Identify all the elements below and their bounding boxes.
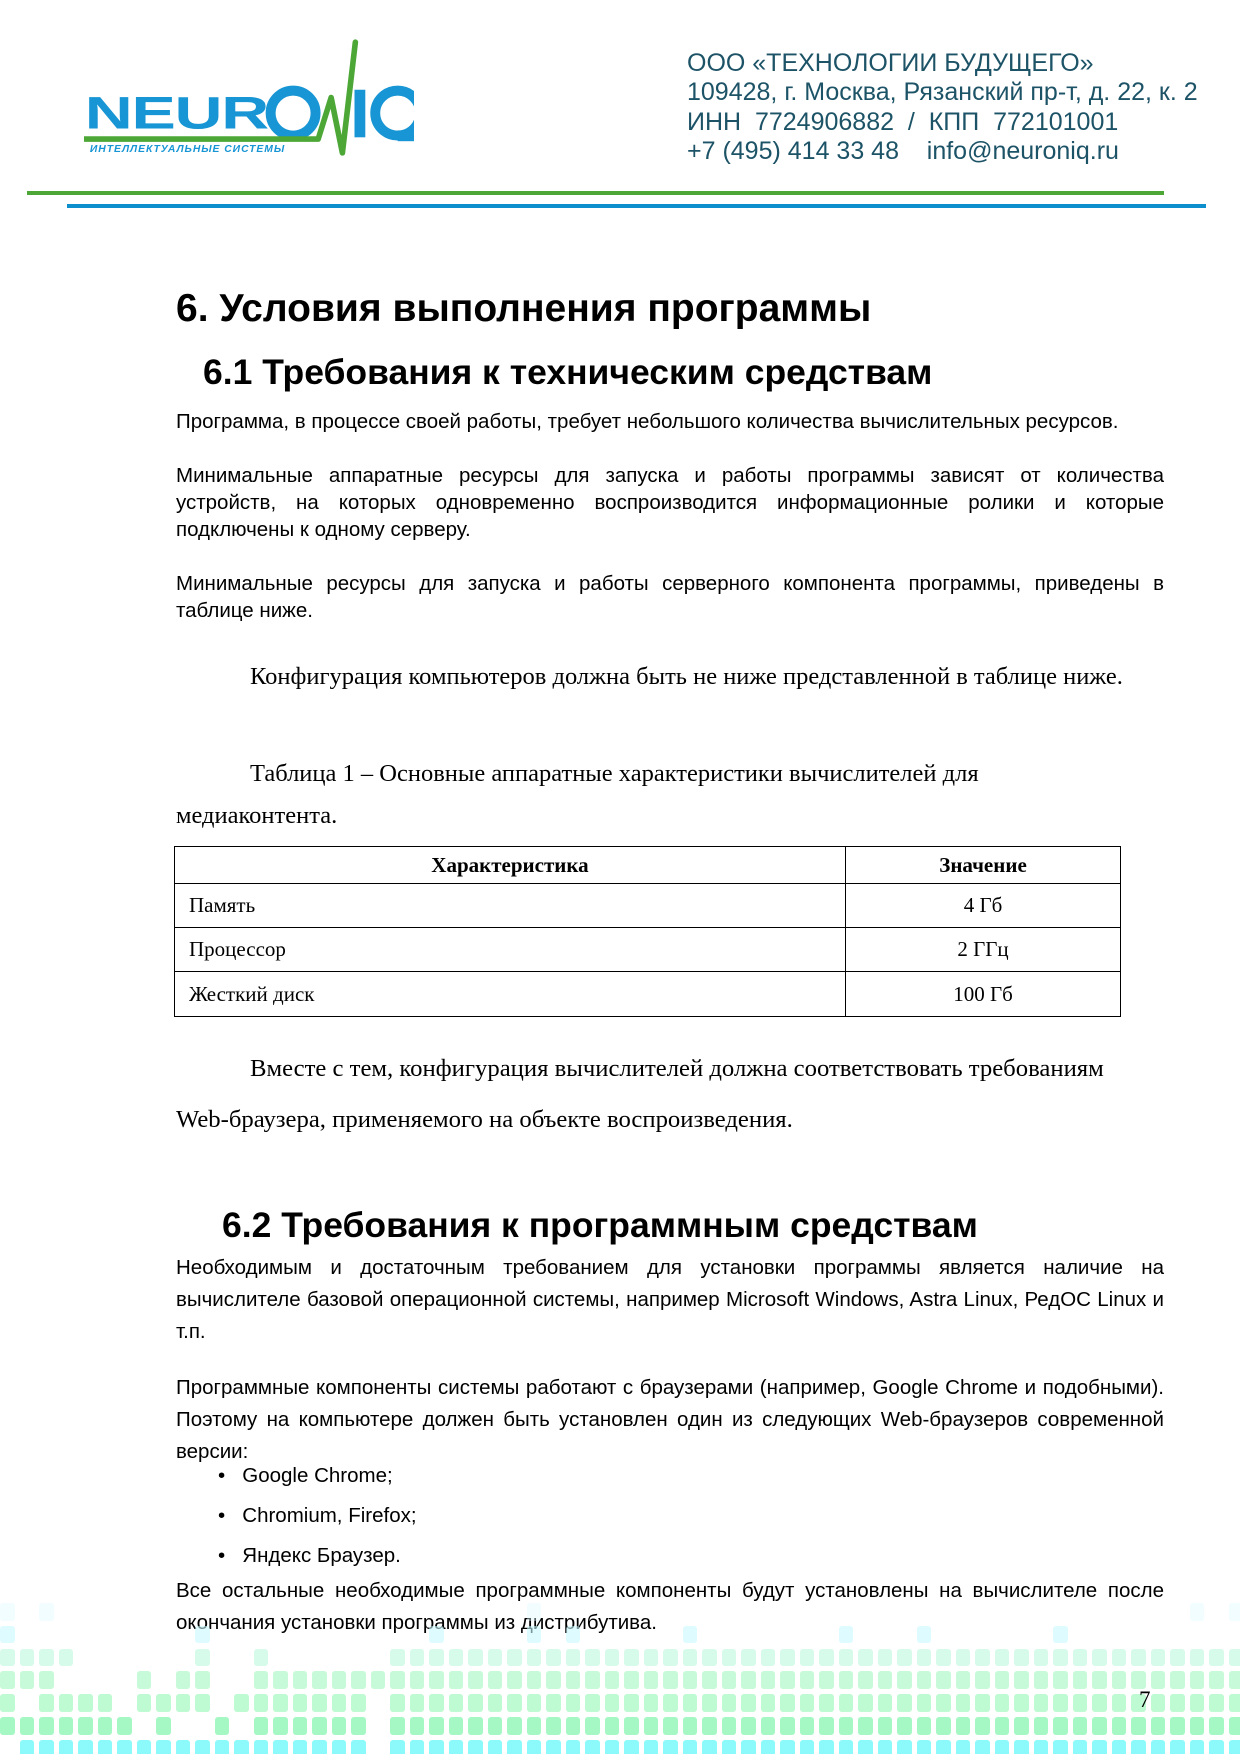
- svg-text:NEUR: NEUR: [85, 88, 269, 139]
- svg-text:ИНТЕЛЛЕКТУАЛЬНЫЕ СИСТЕМЫ: ИНТЕЛЛЕКТУАЛЬНЫЕ СИСТЕМЫ: [90, 144, 285, 155]
